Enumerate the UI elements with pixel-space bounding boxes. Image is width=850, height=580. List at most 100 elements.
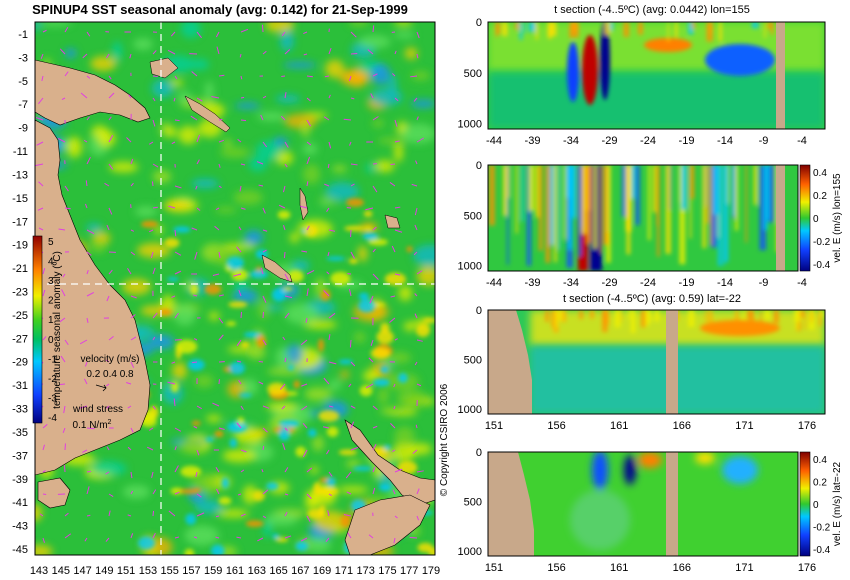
section-feature [702, 165, 707, 249]
anomaly-patch [422, 317, 435, 323]
velocity-vector [413, 97, 418, 102]
velocity-vector [328, 361, 337, 365]
velocity-vector [86, 270, 89, 275]
anomaly-patch [256, 334, 266, 348]
velocity-vector [284, 357, 287, 363]
velocity-vector [306, 181, 309, 187]
velocity-vector [195, 471, 198, 478]
section4-frame [487, 451, 799, 557]
velocity-vector [416, 515, 420, 521]
velocity-vector [86, 317, 89, 324]
section-y-tick-label: 1000 [458, 119, 482, 131]
section4-plot [487, 451, 799, 557]
anomaly-patch [242, 485, 258, 505]
anomaly-patch [35, 545, 53, 555]
velocity-vector [390, 423, 396, 429]
velocity-vector [152, 206, 158, 209]
map-anomaly-field [35, 22, 435, 555]
velocity-vector [86, 31, 91, 37]
anomaly-patch [404, 47, 418, 60]
anomaly-patch [282, 61, 317, 69]
section1-title: t section (-4..5ºC) (avg: 0.0442) lon=15… [554, 4, 750, 16]
velocity-vector [126, 381, 132, 385]
anomaly-patch [169, 79, 184, 87]
velocity-vector [369, 295, 374, 304]
section-feature [705, 44, 775, 76]
section-feature [644, 38, 692, 52]
map-y-tick-label: -17 [12, 216, 28, 228]
velocity-vector [238, 379, 242, 385]
map-x-tick-label: 163 [248, 565, 266, 577]
section-x-tick-label: -29 [602, 135, 618, 147]
velocity-vector [416, 383, 422, 387]
velocity-vector [42, 444, 46, 451]
velocity-vector [105, 383, 110, 387]
velocity-vector [127, 268, 132, 275]
velocity-vector [83, 378, 88, 385]
velocity-vector [193, 294, 198, 297]
anomaly-patch [370, 63, 391, 85]
anomaly-patch [337, 486, 369, 494]
velocity-vector [212, 402, 220, 407]
anomaly-patch [214, 430, 224, 438]
map-y-tick-label: -5 [18, 76, 28, 88]
velocity-vector [239, 185, 242, 192]
velocity-vector [108, 269, 113, 275]
anomaly-patch [170, 487, 184, 495]
velocity-vector [108, 75, 112, 80]
anomaly-patch [252, 490, 266, 502]
velocity-vector [174, 119, 180, 122]
velocity-vector [64, 71, 69, 77]
anomaly-patch [303, 537, 332, 553]
velocity-vector [86, 75, 91, 79]
anomaly-patch [344, 225, 365, 232]
section-feature [524, 22, 527, 34]
velocity-vector [301, 383, 308, 387]
map-colorbar-tick-label: 1 [48, 315, 54, 326]
velocity-vector [368, 357, 374, 363]
velocity-vector [394, 515, 398, 519]
velocity-vector [64, 533, 72, 539]
anomaly-patch [380, 366, 389, 374]
section-feature [503, 165, 508, 216]
velocity-vector [301, 250, 308, 253]
section-feature [678, 165, 681, 203]
velocity-vector [233, 273, 242, 277]
section-feature [705, 310, 708, 323]
velocity-vector [394, 338, 398, 341]
velocity-vector [415, 160, 418, 165]
section-feature [606, 165, 611, 263]
anomaly-patch [191, 420, 201, 426]
anomaly-patch [108, 161, 139, 173]
anomaly-patch [326, 426, 339, 438]
map-y-tick-label: -15 [12, 193, 28, 205]
anomaly-patch [222, 139, 232, 147]
velocity-vector [328, 334, 331, 341]
anomaly-patch [272, 533, 280, 540]
velocity-vector [215, 515, 220, 518]
anomaly-patch [133, 38, 153, 51]
anomaly-patch [406, 246, 413, 253]
anomaly-patch [307, 428, 317, 438]
anomaly-patch [184, 525, 220, 546]
anomaly-patch [383, 444, 391, 451]
anomaly-patch [170, 381, 179, 393]
anomaly-patch [180, 465, 202, 478]
anomaly-patch [321, 199, 330, 207]
velocity-vector [130, 314, 136, 319]
velocity-vector [218, 185, 222, 189]
velocity-vector [328, 229, 336, 232]
velocity-vector [262, 427, 268, 433]
velocity-vector [108, 493, 114, 497]
section-feature [570, 490, 630, 550]
velocity-vector [372, 425, 378, 429]
velocity-vector [302, 449, 308, 458]
velocity-vector [306, 515, 311, 522]
velocity-vector [416, 339, 423, 342]
velocity-vector [240, 28, 249, 33]
velocity-vector [306, 270, 315, 275]
anomaly-patch [229, 438, 237, 448]
land-vanuatu [299, 187, 309, 221]
velocity-vector [327, 510, 330, 517]
